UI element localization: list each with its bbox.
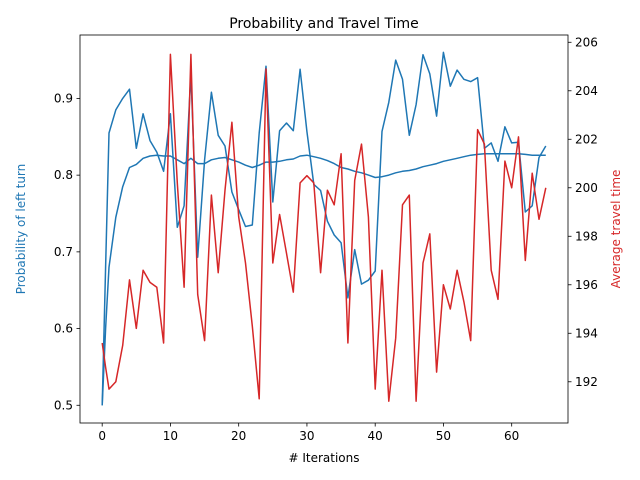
x-tick-label: 30: [299, 429, 314, 443]
left-y-tick-label: 0.6: [54, 322, 73, 336]
right-y-tick-label: 198: [575, 229, 598, 243]
right-y-tick-label: 200: [575, 181, 598, 195]
left-turn-probability-line: [101, 51, 547, 406]
plot-frame: [79, 34, 569, 424]
x-tick-label: 50: [436, 429, 451, 443]
x-tick-label: 60: [504, 429, 519, 443]
left-y-axis-label: Probability of left turn: [14, 164, 28, 295]
left-y-tick-label: 0.7: [54, 245, 73, 259]
left-y-tick-label: 0.5: [54, 398, 73, 412]
chart-title: Probability and Travel Time: [229, 16, 419, 32]
right-y-tick-label: 204: [575, 84, 598, 98]
x-tick-label: 20: [231, 429, 246, 443]
average-travel-time-line: [101, 53, 547, 402]
left-turn-running-average-line: [101, 152, 546, 406]
x-tick-label: 10: [163, 429, 178, 443]
left-y-tick-label: 0.9: [54, 91, 73, 105]
plot-lines: [101, 51, 547, 406]
right-y-tick-label: 194: [575, 326, 598, 340]
right-y-tick-label: 206: [575, 35, 598, 49]
left-y-tick-label: 0.8: [54, 168, 73, 182]
right-y-axis-ticks: 192 194 196 198 200 202 204 206: [568, 35, 598, 389]
right-y-tick-label: 196: [575, 278, 598, 292]
right-y-axis-label: Average travel time: [609, 170, 623, 289]
x-axis-label: # Iterations: [288, 451, 359, 465]
left-y-axis-ticks: 0.5 0.6 0.7 0.8 0.9: [54, 91, 80, 412]
right-y-tick-label: 202: [575, 132, 598, 146]
x-tick-label: 40: [368, 429, 383, 443]
x-axis-ticks: 0 10 20 30 40 50 60: [98, 423, 519, 443]
right-y-tick-label: 192: [575, 375, 598, 389]
x-tick-label: 0: [98, 429, 106, 443]
